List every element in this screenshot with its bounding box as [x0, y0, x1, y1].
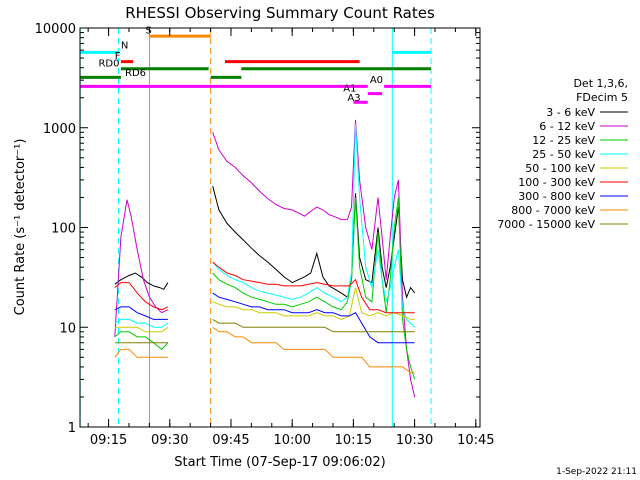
x-axis-label: Start Time (07-Sep-17 09:06:02): [174, 455, 385, 470]
series-line-2-1: [212, 197, 416, 380]
series-line-4-0: [114, 326, 169, 333]
axes: 09:15 09:30 09:45 10:00 10:15 10:30 10:45 1 10 10…: [35, 22, 495, 448]
series-line-1-1: [212, 119, 416, 398]
x-tick-label-3: 10:00: [273, 433, 310, 448]
series-line-2-0: [114, 331, 169, 351]
x-tick-label-1: 09:30: [151, 433, 188, 448]
state-label-3: RD0: [98, 59, 119, 70]
series-line-8-1: [212, 318, 415, 333]
series-line-6-0: [114, 306, 168, 320]
state-label-4: RD6: [125, 68, 146, 79]
x-tick-label-4: 10:15: [335, 433, 372, 448]
legend-label-0: 3 - 6 keV: [546, 106, 595, 119]
state-label-6: A1: [343, 84, 356, 95]
state-label-5: A0: [370, 75, 383, 86]
series-line-3-1: [212, 123, 416, 328]
y-tick-label-0: 1: [68, 421, 76, 436]
y-tick-label-1: 10: [59, 321, 76, 336]
series-line-7-0: [114, 348, 168, 358]
legend-label-5: 100 - 300 keV: [518, 176, 595, 189]
legend-header-2: FDecim 5: [576, 91, 628, 104]
y-tick-label-2: 100: [51, 222, 76, 237]
series-line-7-1: [212, 326, 415, 374]
x-tick-label-6: 10:45: [457, 433, 494, 448]
series-line-5-0: [114, 282, 169, 311]
series-line-0-0: [114, 272, 169, 290]
series-line-3-0: [114, 318, 169, 328]
plot-area: [79, 28, 432, 427]
legend-label-7: 800 - 7000 keV: [511, 204, 595, 217]
state-label-0: N: [121, 41, 128, 52]
legend-label-1: 6 - 12 keV: [539, 120, 595, 133]
y-axis-label: Count Rate (s⁻¹ detector⁻¹): [13, 139, 28, 316]
legend-header-1: Det 1,3,6,: [573, 77, 628, 90]
y-tick-label-4: 10000: [35, 22, 76, 37]
series-line-5-1: [212, 261, 415, 314]
legend-label-6: 300 - 800 keV: [518, 190, 595, 203]
series-line-1-0: [114, 199, 169, 337]
x-tick-label-0: 09:15: [90, 433, 127, 448]
state-label-7: A3: [347, 93, 360, 104]
chart-title: RHESSI Observing Summary Count Rates: [125, 4, 435, 22]
x-tick-label-2: 09:45: [212, 433, 249, 448]
state-label-1: S: [145, 26, 151, 37]
y-tick-label-3: 1000: [43, 122, 76, 137]
series-line-4-1: [212, 287, 415, 320]
legend-label-8: 7000 - 15000 keV: [497, 218, 595, 231]
legend-label-2: 12 - 25 keV: [532, 134, 595, 147]
state-label-2: F: [115, 51, 121, 62]
x-tick-label-5: 10:30: [396, 433, 433, 448]
legend-label-3: 25 - 50 keV: [532, 148, 595, 161]
footer-timestamp: 1-Sep-2022 21:11: [556, 467, 637, 477]
legend-label-4: 50 - 100 keV: [525, 162, 595, 175]
series-line-6-1: [212, 292, 415, 344]
